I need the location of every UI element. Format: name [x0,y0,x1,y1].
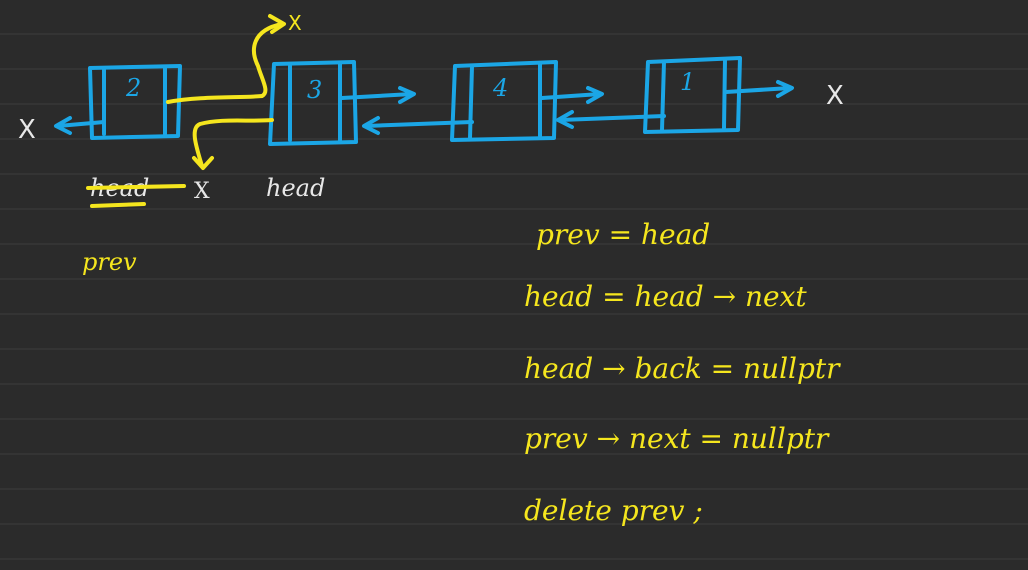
redirect-next-to-null [166,14,286,104]
yellow-redirects [166,14,286,170]
code-steps: prev = head head = head → next head → ba… [524,218,841,527]
back-arrow-node-1 [54,116,106,135]
code-line-3: head → back = nullptr [524,352,841,385]
redirect-back-to-null [192,118,274,170]
list-node-4 [643,56,742,134]
linked-list [54,56,794,146]
null-mark-top: X [288,11,302,35]
node-value-1: 2 [125,74,141,102]
back-arrow-4-to-3 [362,116,474,135]
strike-line [86,184,186,190]
code-line-5: delete prev ; [524,494,703,527]
underline [90,202,146,208]
code-line-2: head = head → next [524,280,807,313]
code-line-4: prev → next = nullptr [524,422,830,455]
ruled-lines [0,33,1028,560]
new-head-label: head [266,174,325,202]
pointer-labels: head X head prev [82,174,325,276]
null-mark-below: X [194,179,210,204]
node-value-4: 1 [680,68,695,96]
list-node-3 [450,60,558,142]
next-arrow-1-to-null [724,80,794,98]
node-values: 2 3 4 1 [125,68,695,104]
prev-label: prev [82,248,137,276]
null-mark-right: X [826,81,844,111]
list-node-2 [268,60,358,146]
back-arrow-1-to-4 [556,110,666,129]
null-marks: X X [18,81,844,145]
next-arrow-3-to-4 [340,86,416,104]
node-value-3: 4 [492,74,508,102]
null-mark-left: X [18,115,36,145]
node-value-2: 3 [307,76,322,104]
yellow-null-marks: X [288,11,302,35]
code-line-1: prev = head [536,218,710,251]
next-arrow-4-to-1 [540,86,604,104]
